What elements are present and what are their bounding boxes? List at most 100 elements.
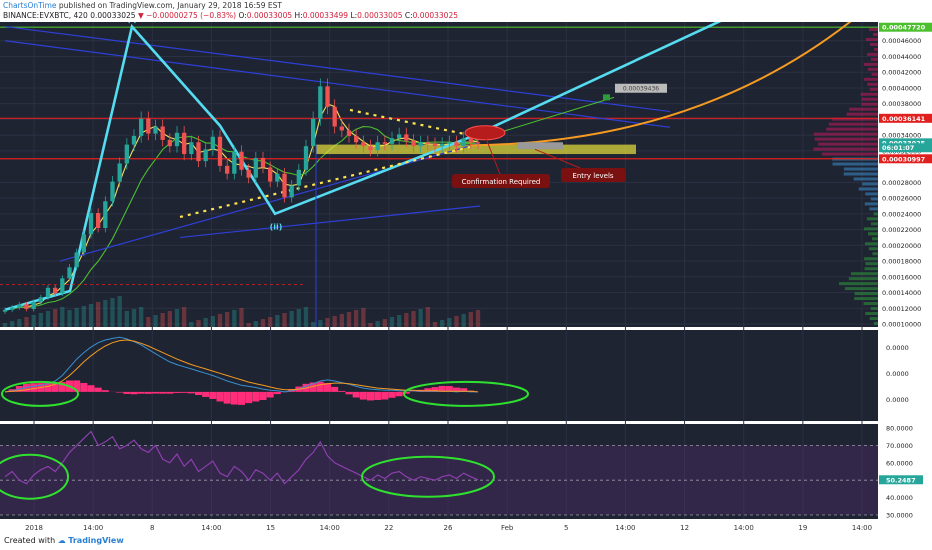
- volume-bar: [418, 309, 423, 327]
- highlight-circle: [361, 455, 495, 498]
- candle: [404, 134, 409, 141]
- ohlc-close: 0.00033025: [412, 11, 458, 20]
- volume-bar: [160, 313, 165, 327]
- macd-histogram-bar: [338, 390, 346, 392]
- rsi-line: [4, 430, 479, 485]
- volume-bar: [440, 320, 445, 327]
- price-label-box: [879, 22, 932, 32]
- profile-bar: [846, 112, 878, 116]
- macd-histogram-bar: [51, 383, 59, 392]
- candle: [53, 287, 58, 294]
- macd-histogram-bar: [431, 387, 439, 392]
- y-tick-label: 0.00024000: [882, 210, 921, 218]
- chart-canvas[interactable]: (i) (ii) Confirmation Required Entry levels…: [0, 22, 932, 534]
- volume-bar: [332, 316, 337, 327]
- candle: [397, 134, 402, 139]
- chart-background: [0, 22, 932, 534]
- volume-bar: [210, 316, 215, 327]
- candle: [432, 143, 438, 147]
- candle: [203, 149, 208, 162]
- y-tick-label: 0.00012000: [882, 305, 921, 313]
- profile-bar: [865, 312, 878, 316]
- candle: [361, 142, 366, 147]
- y-tick-label: 0.00038000: [882, 100, 921, 108]
- macd-histogram-bar: [367, 391, 374, 401]
- rsi-tick-label: 40.0000: [886, 494, 913, 502]
- candle: [167, 139, 172, 147]
- volume-bar: [225, 312, 230, 327]
- volume-bar: [146, 317, 151, 327]
- candle: [117, 163, 122, 182]
- tradingview-brand[interactable]: TradingView: [68, 536, 124, 545]
- volume-bar: [425, 307, 430, 327]
- macd-histogram-bar: [402, 391, 410, 394]
- rsi-tick-label: 70.0000: [886, 442, 913, 450]
- volume-bar: [461, 314, 466, 327]
- volume-bar: [289, 311, 294, 327]
- macd-histogram-bar: [101, 390, 109, 392]
- candle: [174, 132, 180, 147]
- volume-bar: [17, 319, 22, 327]
- candle: [24, 304, 29, 310]
- macd-histogram-bar: [223, 391, 231, 404]
- macd-histogram-bar: [187, 391, 195, 394]
- profile-bar: [843, 167, 878, 171]
- candle: [88, 213, 94, 235]
- price-label-box: [879, 138, 932, 148]
- candle: [10, 307, 15, 310]
- profile-bar: [871, 237, 878, 241]
- confirmation-text: Confirmation Required: [462, 178, 541, 186]
- macd-histogram-bar: [273, 391, 281, 395]
- profile-bar: [854, 292, 878, 296]
- symbol-name[interactable]: BINANCE:EVXBTC, 420: [3, 11, 88, 20]
- y-tick-label: 0.00044000: [882, 53, 921, 61]
- candle: [275, 173, 280, 182]
- y-tick-label: 0.00046000: [882, 37, 921, 45]
- macd-histogram-bar: [159, 391, 167, 394]
- macd-histogram-bar: [460, 388, 468, 392]
- macd-histogram-bar: [58, 382, 66, 392]
- ohlc-open: 0.00033005: [246, 11, 293, 20]
- author-name[interactable]: ChartsOnTime: [3, 1, 57, 10]
- x-tick-label: 5: [564, 524, 568, 532]
- macd-histogram-bar: [44, 382, 52, 392]
- candle: [45, 287, 51, 298]
- publish-info: ChartsOnTime published on TradingView.co…: [3, 1, 282, 11]
- profile-bar: [864, 257, 878, 261]
- y-tick-label: 0.00026000: [882, 195, 921, 203]
- volume-bar: [189, 322, 194, 327]
- volume-bar: [232, 310, 237, 327]
- price-label: 0.00036141: [882, 115, 926, 123]
- volume-bar: [96, 302, 101, 327]
- x-tick-label: 14:00: [734, 524, 754, 532]
- x-tick-label: 2018: [25, 524, 43, 532]
- macd-histogram-bar: [238, 391, 245, 405]
- profile-bar: [860, 92, 878, 96]
- macd-histogram-bar: [245, 391, 253, 404]
- price-label-box: [879, 143, 932, 153]
- volume-bar: [282, 313, 287, 327]
- change-arrow-icon: ▼: [137, 11, 144, 20]
- volume-bar: [432, 322, 438, 327]
- y-tick-label: 0.00010000: [882, 321, 921, 329]
- profile-bar: [864, 267, 878, 271]
- candle: [354, 135, 359, 143]
- candle: [418, 142, 423, 147]
- profile-bar: [864, 202, 878, 206]
- profile-bar: [861, 97, 878, 101]
- profile-bar: [870, 222, 878, 226]
- volume-bars: [2, 296, 481, 327]
- annotations: (i) (ii) Confirmation Required Entry levels…: [127, 22, 667, 232]
- profile-bar: [826, 127, 878, 131]
- candle: [260, 157, 266, 168]
- profile-bar: [843, 172, 878, 176]
- channel-line: [4, 40, 671, 128]
- candle: [210, 136, 215, 150]
- profile-bar: [863, 302, 878, 306]
- candle: [382, 142, 387, 144]
- macd-histogram-bar: [438, 385, 446, 392]
- rsi-value-label: 50.2487: [886, 476, 916, 484]
- macd-histogram-bar: [331, 386, 339, 392]
- callout-line: [534, 148, 581, 169]
- x-tick-label: 14:00: [615, 524, 635, 532]
